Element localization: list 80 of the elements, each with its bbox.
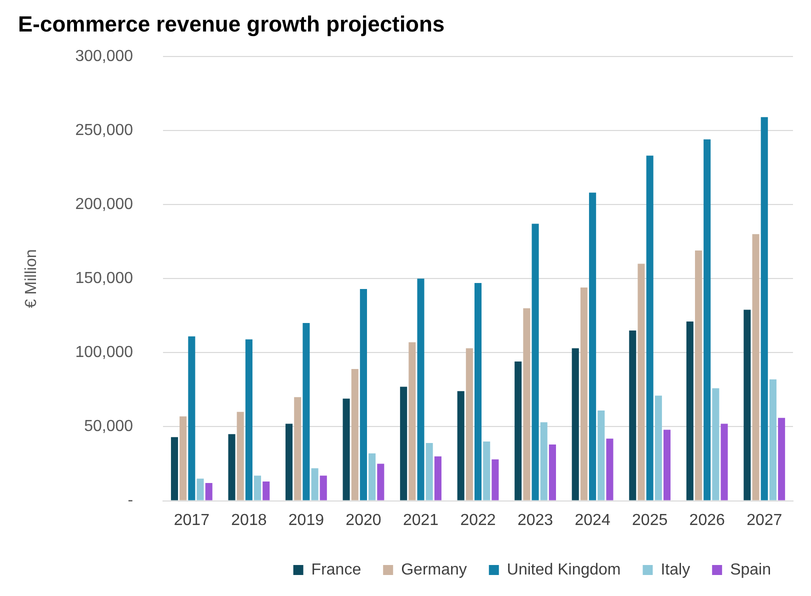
bar: [532, 224, 539, 500]
x-tick-label: 2019: [288, 512, 324, 529]
bar: [408, 342, 416, 500]
bar: [434, 456, 442, 500]
x-tick-label: 2025: [632, 512, 668, 529]
bar: [302, 323, 310, 500]
x-tick-label: 2017: [174, 512, 210, 529]
bar: [311, 468, 318, 500]
bar: [514, 362, 522, 500]
bar: [466, 348, 473, 500]
bar: [663, 430, 671, 500]
y-tick-label: -: [128, 492, 134, 510]
bar: [245, 339, 252, 500]
bar: [712, 388, 720, 500]
x-tick-label: 2027: [746, 512, 782, 529]
bar: [368, 453, 376, 500]
bar: [752, 234, 760, 500]
bar: [760, 117, 768, 500]
bar: [694, 250, 702, 500]
bar: [580, 287, 588, 500]
x-tick-label: 2020: [346, 512, 382, 529]
bar: [523, 308, 530, 500]
x-tick-label: 2022: [460, 512, 496, 529]
bar: [778, 418, 786, 500]
bar: [286, 424, 293, 500]
bar: [540, 422, 548, 500]
y-tick-label: 50,000: [84, 418, 134, 436]
y-tick-label: 150,000: [75, 270, 134, 288]
bar: [572, 348, 579, 500]
bar: [351, 368, 358, 500]
bar: [720, 424, 728, 500]
y-axis-title: € Million: [23, 249, 40, 308]
legend-label: United Kingdom: [506, 561, 621, 578]
bar: [646, 156, 654, 500]
y-tick-label: 200,000: [75, 196, 134, 213]
bar: [744, 310, 751, 500]
bar: [228, 434, 236, 500]
bar: [262, 482, 270, 500]
bar: [188, 336, 196, 500]
bar: [548, 444, 556, 500]
legend-label: Italy: [660, 561, 690, 578]
bar: [638, 264, 645, 500]
bar: [654, 396, 662, 500]
bar: [704, 139, 711, 500]
y-tick-label: 100,000: [75, 344, 134, 362]
bar: [769, 379, 776, 500]
bar: [606, 438, 614, 500]
bar: [342, 398, 350, 500]
bar: [400, 386, 408, 500]
bar: [254, 476, 262, 500]
x-tick-label: 2023: [517, 512, 554, 529]
x-tick-label: 2024: [574, 512, 610, 529]
bar: [417, 278, 424, 500]
y-tick-label: 250,000: [75, 122, 134, 139]
bar: [294, 397, 302, 500]
bar: [474, 283, 482, 500]
x-tick-label: 2021: [402, 512, 439, 529]
y-tick-label: 300,000: [75, 48, 134, 65]
bar: [426, 443, 433, 500]
legend-label: France: [311, 561, 362, 578]
bar: [205, 483, 212, 500]
bar: [170, 437, 178, 500]
chart-title: E-commerce revenue growth projections: [18, 11, 445, 36]
bar: [483, 442, 490, 500]
bar: [180, 416, 187, 500]
x-tick-label: 2026: [689, 512, 725, 529]
bar: [598, 410, 605, 500]
x-tick-label: 2018: [231, 512, 267, 529]
legend-label: Spain: [730, 561, 771, 578]
bar: [320, 476, 327, 500]
bar: [589, 192, 596, 500]
bar: [686, 322, 694, 500]
bar: [629, 330, 636, 500]
bar: [457, 391, 464, 500]
bar: [492, 459, 499, 500]
bar: [196, 478, 204, 500]
legend-label: Germany: [401, 561, 467, 578]
bar: [377, 464, 384, 500]
bar: [236, 412, 244, 500]
bar: [360, 288, 367, 500]
